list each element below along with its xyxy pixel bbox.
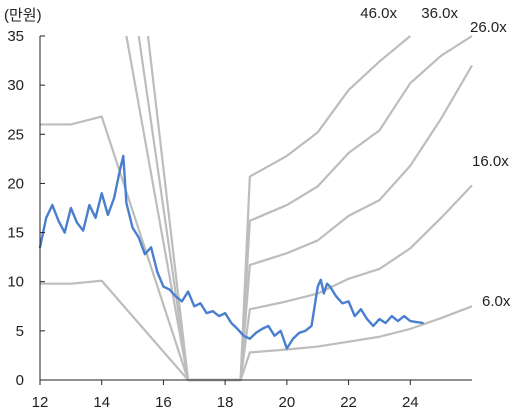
price-series [38,154,424,350]
y-tick-label-3: 15 [7,225,24,242]
band-label-1: 16.0x [472,153,509,170]
y-unit-label: (만원) [4,7,42,24]
y-tick-label-2: 10 [7,274,24,291]
band-label-4: 46.0x [360,5,397,22]
x-tick-label-1: 14 [93,394,110,411]
y-tick-label-7: 35 [7,28,24,45]
x-tick-label-3: 18 [217,394,234,411]
y-tick-label-5: 25 [7,126,24,143]
x-tick-label-6: 24 [402,394,419,411]
x-tick-label-5: 22 [340,394,357,411]
band-label-3: 36.0x [421,5,458,22]
band-label-2: 26.0x [470,19,507,36]
band-labels: 6.0x 16.0x 26.0x 36.0x 46.0x [360,5,511,310]
ticks: 0 5 10 15 20 25 30 35 12 14 16 18 20 22 24 [7,28,418,411]
band-line-1 [40,115,473,382]
x-tick-label-2: 16 [155,394,172,411]
price-line [38,154,424,350]
band-line-0 [40,279,473,382]
y-tick-label-4: 20 [7,175,24,192]
y-tick-label-0: 0 [16,372,24,389]
y-tick-label-1: 5 [16,323,24,340]
x-tick-label-0: 12 [32,394,49,411]
band-line-3 [137,35,473,382]
axes [39,36,472,381]
x-tick-label-4: 20 [279,394,296,411]
band-label-0: 6.0x [482,293,511,310]
y-tick-label-6: 30 [7,77,24,94]
band-line-2 [125,35,473,382]
